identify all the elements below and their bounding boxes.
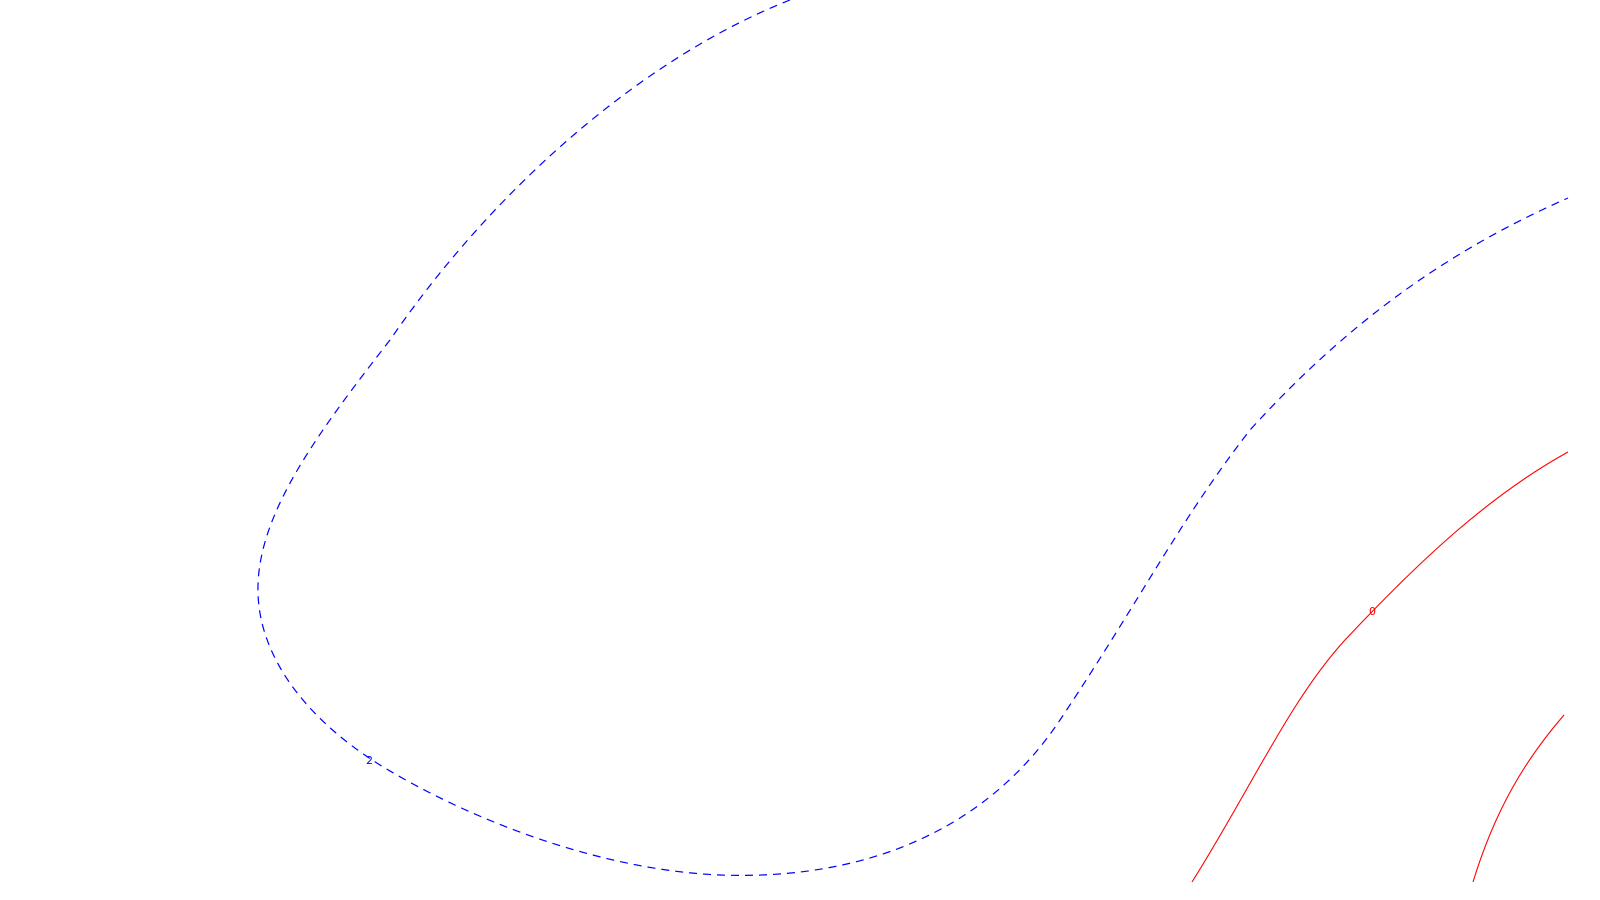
blue-dashed-contour-2: [257, 0, 1569, 877]
red-solid-contour: [1472, 714, 1565, 883]
contour-label-2: 2: [366, 754, 373, 767]
red-solid-contour-0: [1191, 451, 1569, 883]
contour-label-0: 0: [1369, 605, 1376, 618]
